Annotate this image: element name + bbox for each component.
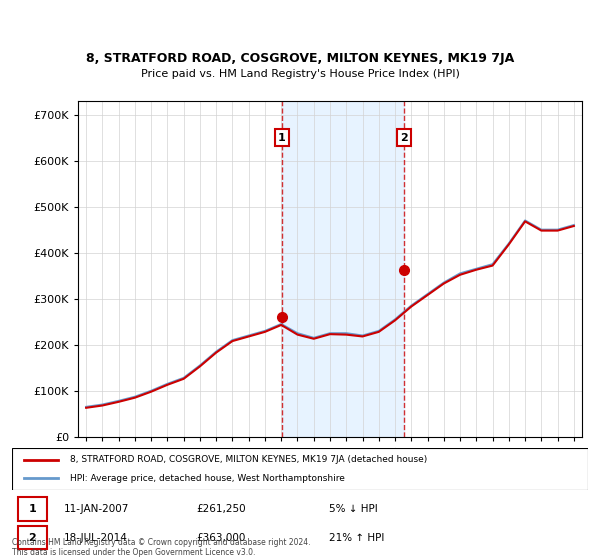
Text: Contains HM Land Registry data © Crown copyright and database right 2024.
This d: Contains HM Land Registry data © Crown c… bbox=[12, 538, 311, 557]
Text: 18-JUL-2014: 18-JUL-2014 bbox=[64, 533, 128, 543]
Text: HPI: Average price, detached house, West Northamptonshire: HPI: Average price, detached house, West… bbox=[70, 474, 344, 483]
Text: 11-JAN-2007: 11-JAN-2007 bbox=[64, 504, 129, 514]
FancyBboxPatch shape bbox=[12, 448, 588, 490]
Text: 1: 1 bbox=[28, 504, 36, 514]
Text: Price paid vs. HM Land Registry's House Price Index (HPI): Price paid vs. HM Land Registry's House … bbox=[140, 69, 460, 79]
Text: 2: 2 bbox=[400, 133, 407, 143]
FancyBboxPatch shape bbox=[18, 497, 47, 521]
Text: 8, STRATFORD ROAD, COSGROVE, MILTON KEYNES, MK19 7JA (detached house): 8, STRATFORD ROAD, COSGROVE, MILTON KEYN… bbox=[70, 455, 427, 464]
Text: 5% ↓ HPI: 5% ↓ HPI bbox=[329, 504, 377, 514]
FancyBboxPatch shape bbox=[18, 526, 47, 549]
Text: 1: 1 bbox=[278, 133, 286, 143]
Text: 8, STRATFORD ROAD, COSGROVE, MILTON KEYNES, MK19 7JA: 8, STRATFORD ROAD, COSGROVE, MILTON KEYN… bbox=[86, 52, 514, 66]
Text: £261,250: £261,250 bbox=[196, 504, 246, 514]
Text: 2: 2 bbox=[28, 533, 36, 543]
Text: 21% ↑ HPI: 21% ↑ HPI bbox=[329, 533, 384, 543]
Text: £363,000: £363,000 bbox=[196, 533, 245, 543]
